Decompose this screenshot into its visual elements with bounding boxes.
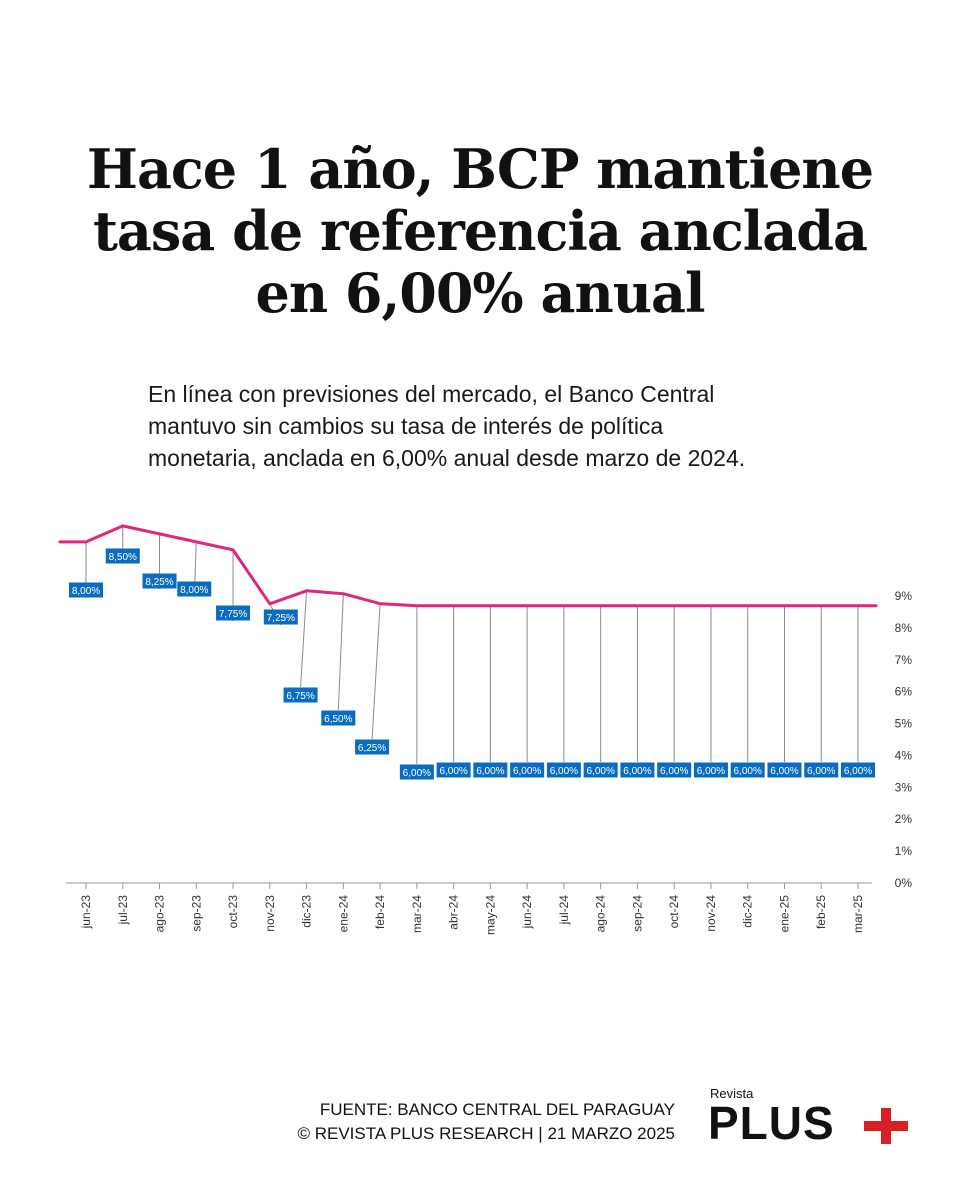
data-label: 6,00% (844, 766, 872, 777)
x-tick-label: dic-24 (741, 895, 755, 928)
data-label-box (283, 687, 318, 703)
x-tick-label: dic-23 (300, 895, 314, 928)
data-label-box (473, 762, 508, 778)
data-connector (300, 590, 308, 688)
rate-series-line (58, 524, 878, 608)
data-label: 6,00% (403, 768, 431, 779)
x-tick-label: mar-24 (410, 895, 424, 933)
data-label-box (436, 762, 471, 778)
data-label: 6,00% (476, 766, 504, 777)
data-label-box (841, 762, 875, 778)
data-label: 6,00% (807, 766, 835, 777)
page-title: Hace 1 año, BCP mantiene tasa de referen… (60, 138, 900, 324)
data-label: 8,00% (72, 586, 100, 597)
data-label: 7,75% (219, 609, 247, 620)
x-tick-label: sep-23 (189, 895, 203, 932)
y-tick-label: 2% (895, 812, 913, 826)
data-label: 6,00% (697, 766, 725, 777)
data-label-box (693, 762, 728, 778)
x-tick-label: feb-25 (814, 895, 828, 929)
x-tick-label: may-24 (483, 895, 497, 935)
data-connector (337, 593, 344, 711)
y-tick-label: 6% (895, 685, 913, 699)
data-label-box (216, 605, 251, 621)
data-label-box (399, 764, 434, 780)
data-label: 6,00% (513, 766, 541, 777)
data-label-box (804, 762, 839, 778)
x-tick-label: nov-23 (263, 895, 277, 932)
x-tick-label: jul-23 (116, 895, 130, 926)
x-tick-label: ago-23 (153, 895, 167, 933)
data-label-box (583, 762, 618, 778)
subtitle-line: mantuvo sin cambios su tasa de interés d… (148, 413, 664, 439)
data-label-box (105, 548, 140, 564)
y-tick-label: 4% (895, 748, 913, 762)
y-tick-label: 9% (895, 589, 913, 603)
data-label-box (355, 739, 390, 755)
credit-text: © REVISTA PLUS RESEARCH | 21 MARZO 2025 (297, 1124, 675, 1143)
data-label: 6,00% (623, 766, 651, 777)
x-tick-label: jul-24 (557, 895, 571, 926)
title-line: Hace 1 año, BCP mantiene (86, 137, 874, 201)
y-tick-label: 8% (895, 621, 913, 635)
subtitle: En línea con previsiones del mercado, el… (148, 378, 868, 474)
subtitle-line: En línea con previsiones del mercado, el… (148, 381, 715, 407)
data-label-box (510, 762, 545, 778)
x-tick-label: nov-24 (704, 895, 718, 932)
data-label: 6,00% (586, 766, 614, 777)
footer: FUENTE: BANCO CENTRAL DEL PARAGUAY © REV… (250, 1098, 675, 1146)
data-label: 6,75% (286, 691, 314, 702)
x-tick-label: sep-24 (630, 895, 644, 932)
plus-icon (864, 1108, 908, 1144)
data-label: 7,25% (267, 613, 295, 624)
x-tick-label: oct-23 (226, 895, 240, 929)
data-label: 6,00% (439, 766, 467, 777)
y-tick-label: 1% (895, 844, 913, 858)
data-connector (371, 603, 381, 740)
x-tick-label: abr-24 (447, 895, 461, 930)
data-label-box (657, 762, 692, 778)
data-label: 6,50% (324, 714, 352, 725)
title-line: tasa de referencia anclada (92, 199, 868, 263)
data-label: 6,00% (734, 766, 762, 777)
revista-plus-logo: Revista PLUS (708, 1086, 918, 1149)
interest-rate-chart: jun-23 jul-23 ago-23 sep-23 oct-23 nov-23 dic-… (58, 524, 913, 935)
subtitle-line: monetaria, anclada en 6,00% anual desde … (148, 445, 746, 471)
x-tick-label: mar-25 (851, 895, 865, 933)
x-tick-label: jun-23 (79, 895, 93, 930)
y-tick-label: 5% (895, 717, 913, 731)
data-label: 8,00% (180, 585, 208, 596)
data-label-box (620, 762, 655, 778)
data-label-box (177, 581, 212, 597)
x-tick-label: jun-24 (520, 895, 534, 930)
data-label-box (263, 609, 298, 625)
data-label-box (142, 573, 177, 589)
data-label-box (767, 762, 802, 778)
data-label: 6,25% (358, 743, 386, 754)
data-label: 6,00% (550, 766, 578, 777)
y-tick-label: 3% (895, 780, 913, 794)
y-tick-label: 0% (895, 876, 913, 890)
data-label: 8,50% (109, 552, 137, 563)
y-tick-label: 7% (895, 653, 913, 667)
logo-small-text: Revista (710, 1086, 754, 1101)
x-tick-label: oct-24 (667, 895, 681, 929)
data-label-box (546, 762, 581, 778)
data-label: 8,25% (145, 577, 173, 588)
data-label-box (321, 710, 356, 726)
data-label-box (69, 582, 103, 598)
data-label: 6,00% (770, 766, 798, 777)
x-tick-label: feb-24 (373, 895, 387, 929)
logo-big-text: PLUS (708, 1097, 835, 1149)
data-label: 6,00% (660, 766, 688, 777)
x-tick-label: ene-25 (777, 895, 791, 933)
x-tick-label: ene-24 (336, 895, 350, 933)
x-tick-label: ago-24 (594, 895, 608, 933)
title-line: en 6,00% anual (255, 261, 705, 325)
data-label-box (730, 762, 765, 778)
source-text: FUENTE: BANCO CENTRAL DEL PARAGUAY (319, 1100, 675, 1119)
